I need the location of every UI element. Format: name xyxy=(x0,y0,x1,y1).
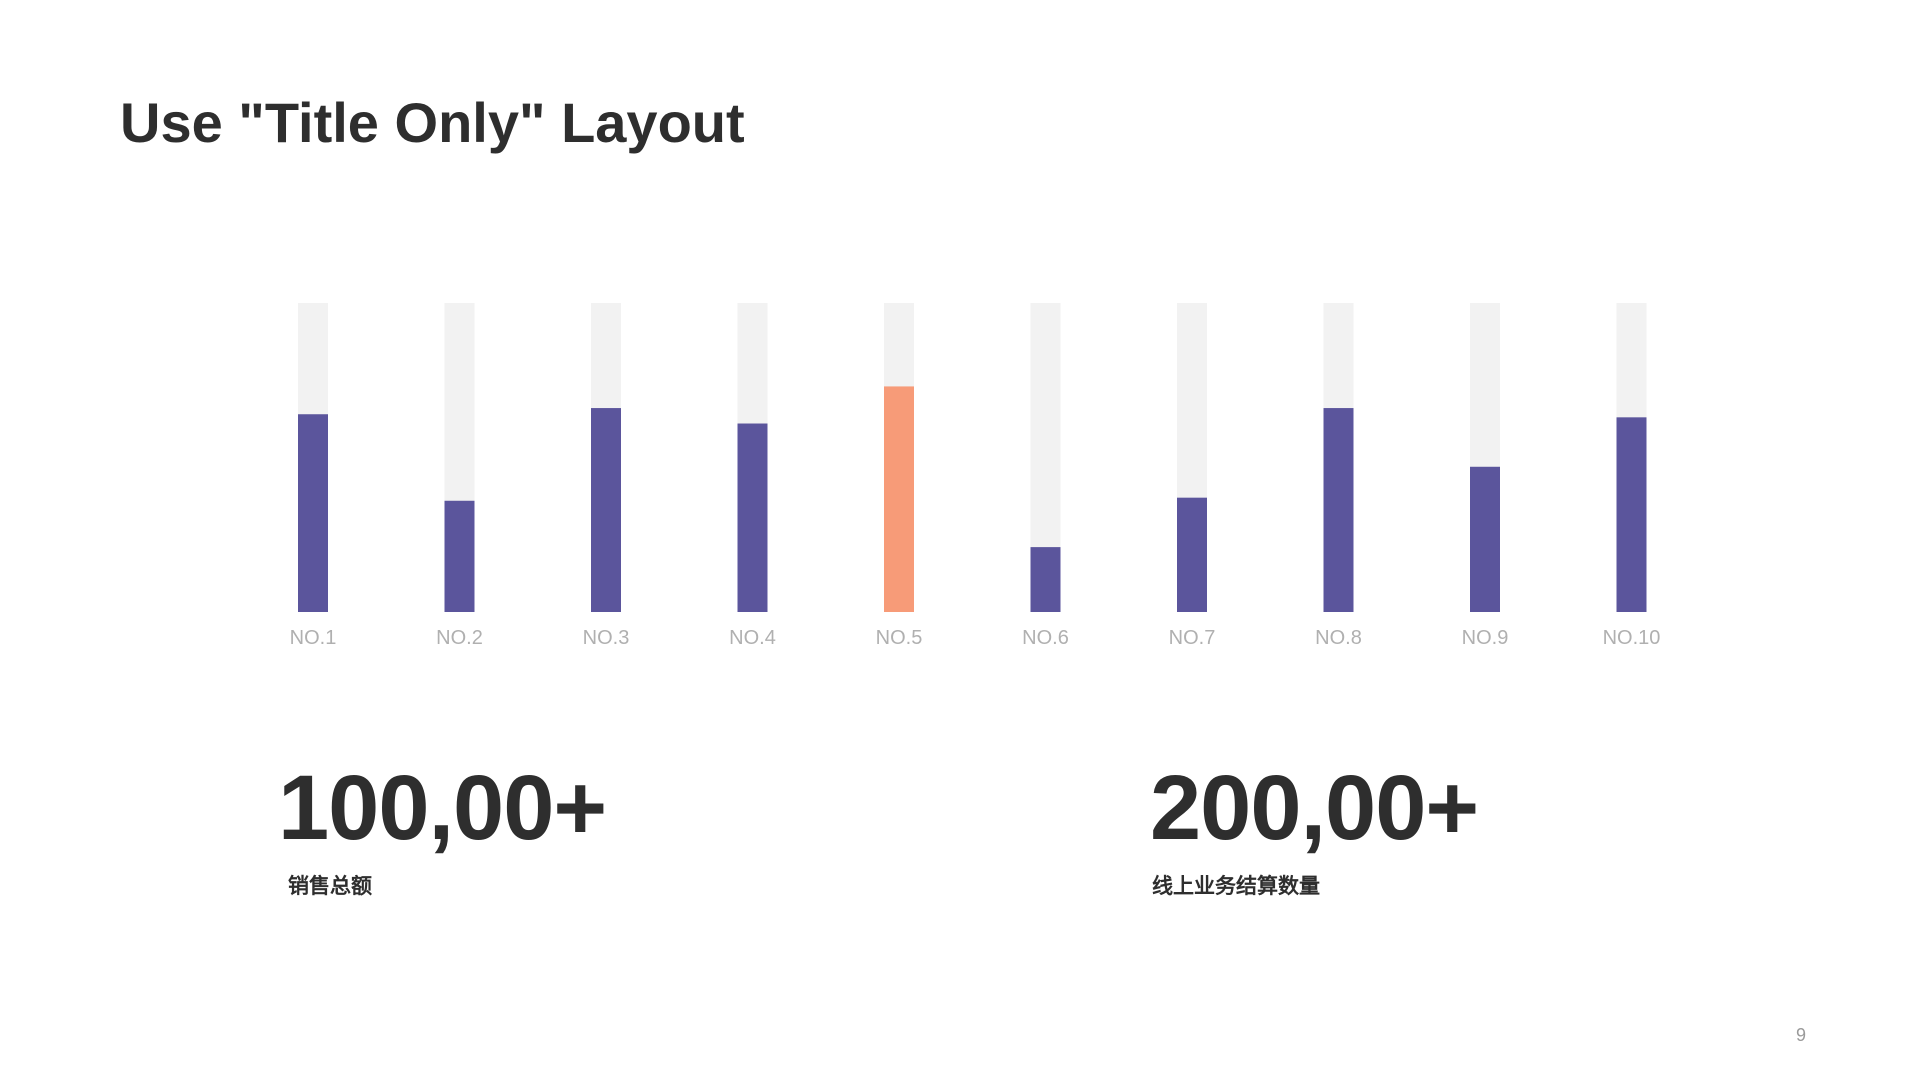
slide-title: Use "Title Only" Layout xyxy=(120,91,745,154)
stat-online-settlements: 200,00+ 线上业务结算数量 xyxy=(1150,757,1479,900)
bar xyxy=(737,423,768,612)
bar xyxy=(884,386,914,612)
category-label: NO.7 xyxy=(1169,627,1216,649)
stat-label: 销售总额 xyxy=(288,874,372,898)
stat-sales-total: 100,00+ 销售总额 xyxy=(278,757,607,900)
page-number: 9 xyxy=(1796,1025,1807,1045)
bar xyxy=(444,500,475,612)
bar xyxy=(298,414,328,612)
category-label: NO.5 xyxy=(876,627,923,649)
category-label: NO.9 xyxy=(1462,627,1509,649)
category-label: NO.8 xyxy=(1315,627,1362,649)
bar xyxy=(1470,466,1500,612)
bar xyxy=(1030,547,1061,612)
category-label: NO.2 xyxy=(436,627,483,649)
stat-value: 100,00+ xyxy=(278,757,607,859)
category-label: NO.6 xyxy=(1022,627,1069,649)
bar xyxy=(1616,417,1647,612)
category-label: NO.3 xyxy=(583,627,630,649)
category-label: NO.10 xyxy=(1603,627,1661,649)
bar xyxy=(1323,408,1354,612)
bar xyxy=(1177,497,1207,612)
category-label: NO.4 xyxy=(729,627,776,649)
category-label: NO.1 xyxy=(290,627,337,649)
stat-label: 线上业务结算数量 xyxy=(1152,874,1320,898)
bar xyxy=(591,408,621,612)
stat-value: 200,00+ xyxy=(1150,757,1479,859)
